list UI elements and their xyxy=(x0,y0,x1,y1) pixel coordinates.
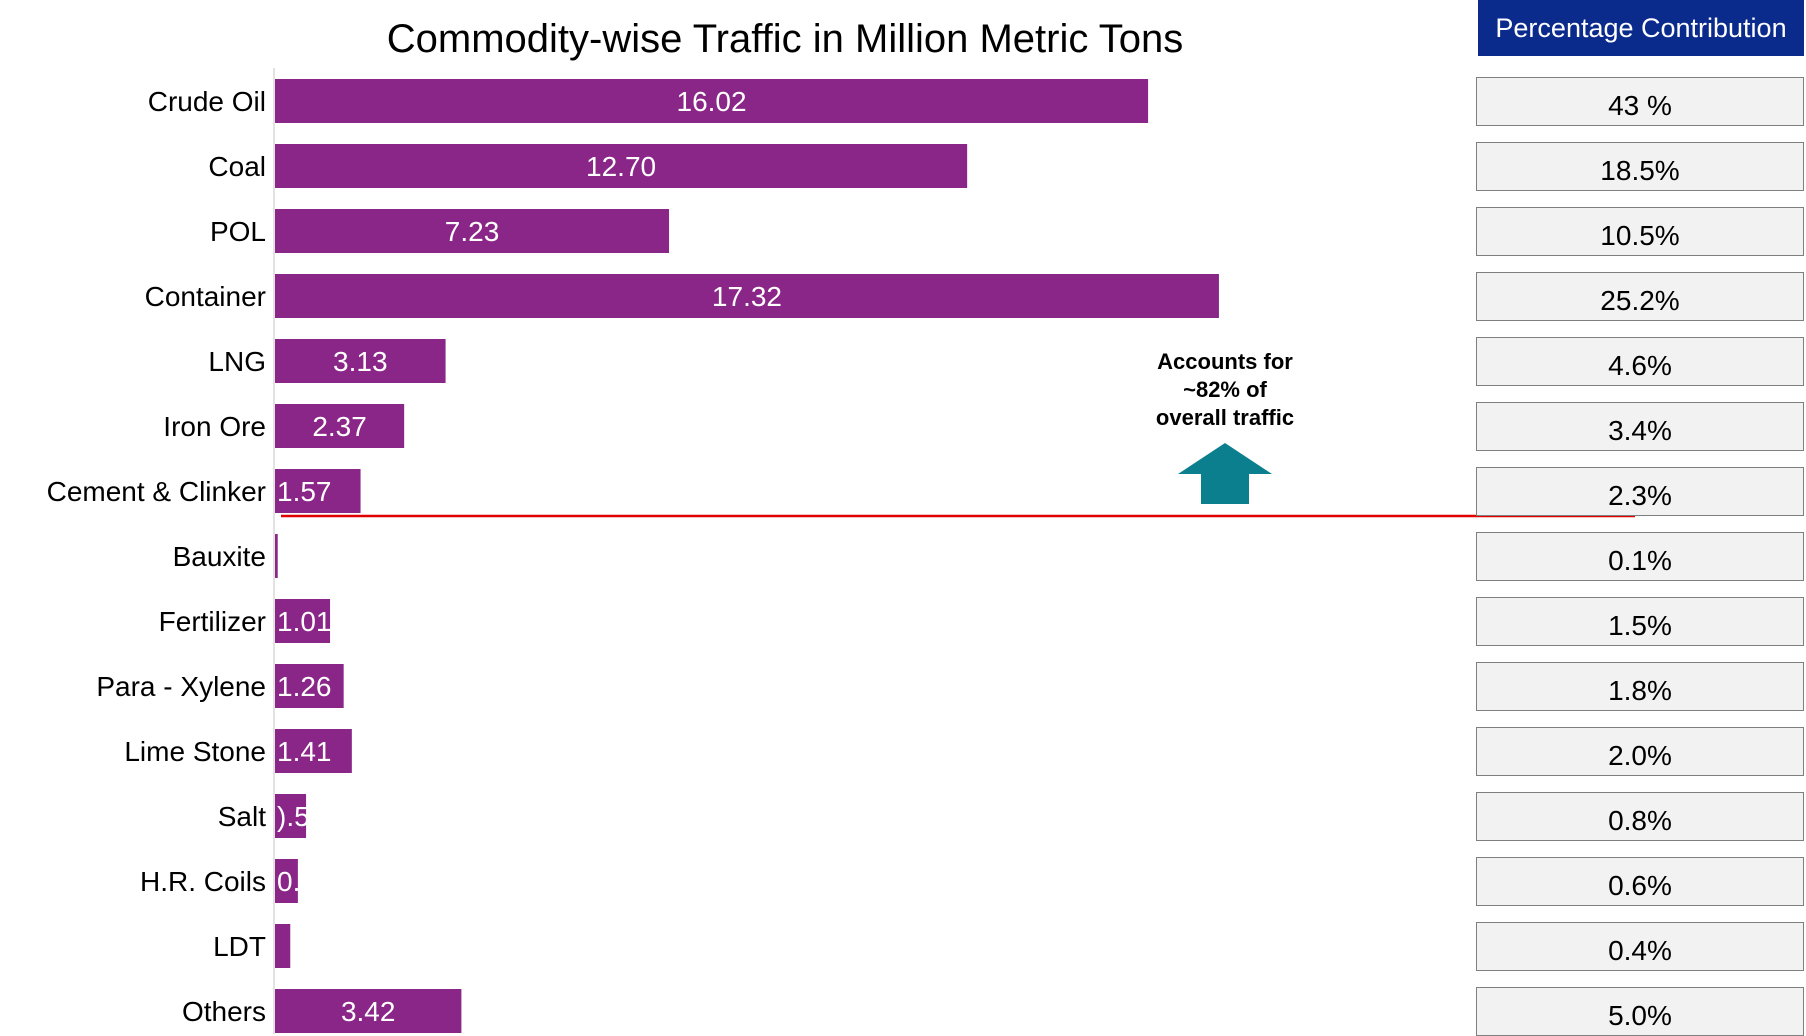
bar-value-label: ).57 xyxy=(277,801,325,832)
percentage-box: 3.4% xyxy=(1476,402,1804,451)
category-label: LNG xyxy=(208,346,266,377)
category-label: Para - Xylene xyxy=(96,671,266,702)
percentage-box: 10.5% xyxy=(1476,207,1804,256)
annotation: Accounts for ~82% of overall traffic xyxy=(1156,349,1294,504)
bar-4 xyxy=(275,339,446,383)
bar-value-label: 3.42 xyxy=(341,996,396,1027)
percentage-box: 0.4% xyxy=(1476,922,1804,971)
bar-11 xyxy=(275,794,307,838)
bar-value-label: 1.41 xyxy=(277,736,332,767)
percentage-header: Percentage Contribution xyxy=(1478,0,1804,56)
category-label: Coal xyxy=(208,151,266,182)
annotation-line-1: Accounts for xyxy=(1157,349,1293,374)
percentage-box: 4.6% xyxy=(1476,337,1804,386)
bar-9 xyxy=(275,664,344,708)
bar-8 xyxy=(275,599,331,643)
bar-value-label: 16.02 xyxy=(677,86,747,117)
bar-7 xyxy=(275,534,278,578)
bar-3 xyxy=(275,274,1219,318)
bar-13 xyxy=(275,924,291,968)
percentage-box: 1.5% xyxy=(1476,597,1804,646)
category-label: Lime Stone xyxy=(124,736,266,767)
percentage-box: 2.3% xyxy=(1476,467,1804,516)
percentage-box: 0.1% xyxy=(1476,532,1804,581)
bar-0 xyxy=(275,79,1149,123)
category-label: Fertilizer xyxy=(159,606,266,637)
bars-layer: Crude Oil 16.02 Coal 12.70 POL 7.23 Container 1… xyxy=(47,79,1219,1033)
bar-value-label: 1.01 xyxy=(277,606,332,637)
percentage-box: 1.8% xyxy=(1476,662,1804,711)
bar-2 xyxy=(275,209,670,253)
bar-value-label: 17.32 xyxy=(712,281,782,312)
bar-5 xyxy=(275,404,405,448)
bar-value-label: 12.70 xyxy=(586,151,656,182)
category-label: Cement & Clinker xyxy=(47,476,266,507)
percentage-box: 2.0% xyxy=(1476,727,1804,776)
category-label: Bauxite xyxy=(173,541,266,572)
bar-12 xyxy=(275,859,298,903)
bar-value-label: 2.37 xyxy=(312,411,367,442)
bar-14 xyxy=(275,989,462,1033)
chart-title: Commodity-wise Traffic in Million Metric… xyxy=(387,17,1184,61)
bar-1 xyxy=(275,144,968,188)
percentage-box: 25.2% xyxy=(1476,272,1804,321)
bar-value-label: 3.13 xyxy=(333,346,388,377)
category-label: Salt xyxy=(218,801,266,832)
bar-6 xyxy=(275,469,361,513)
category-label: POL xyxy=(210,216,266,247)
annotation-line-2: ~82% of xyxy=(1183,377,1267,402)
percentage-box: 43 % xyxy=(1476,77,1804,126)
bar-value-label: 1.57 xyxy=(277,476,332,507)
category-label: H.R. Coils xyxy=(140,866,266,897)
bar-value-label: 1.26 xyxy=(277,671,332,702)
percentage-box: 0.8% xyxy=(1476,792,1804,841)
up-arrow-icon xyxy=(1178,443,1272,504)
percentage-box: 5.0% xyxy=(1476,987,1804,1036)
category-label: Others xyxy=(182,996,266,1027)
annotation-line-3: overall traffic xyxy=(1156,405,1294,430)
percentage-box: 0.6% xyxy=(1476,857,1804,906)
bar-10 xyxy=(275,729,352,773)
category-label: Crude Oil xyxy=(148,86,266,117)
category-label: Container xyxy=(145,281,266,312)
bar-value-label: 0. xyxy=(277,866,300,897)
category-label: Iron Ore xyxy=(163,411,266,442)
bar-value-label: 7.23 xyxy=(445,216,500,247)
category-label: LDT xyxy=(213,931,266,962)
percentage-box: 18.5% xyxy=(1476,142,1804,191)
